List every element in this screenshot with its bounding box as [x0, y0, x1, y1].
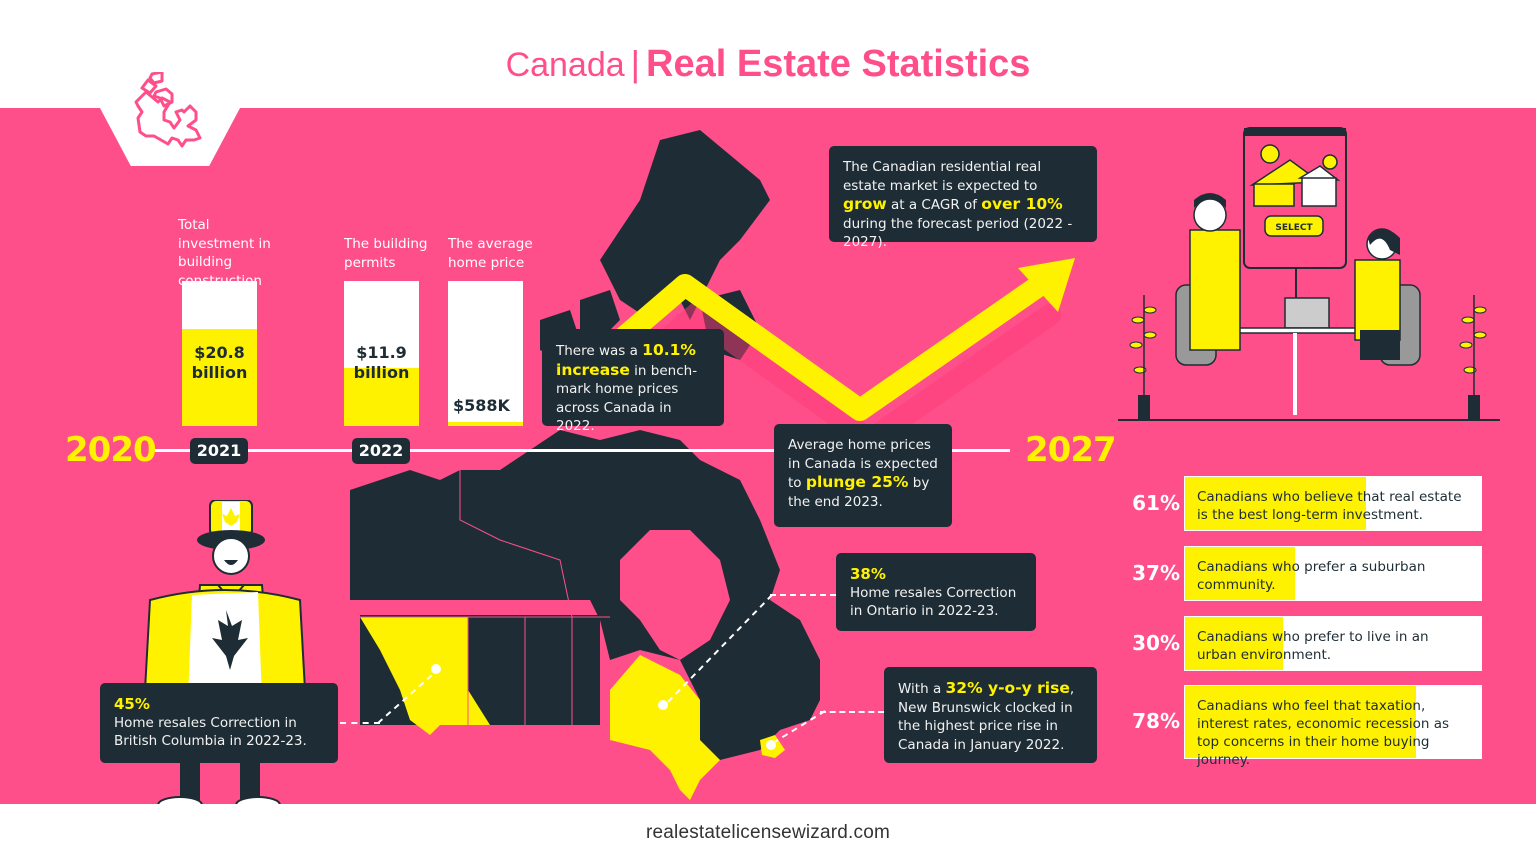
timeline-tag-2022: 2022 [352, 438, 410, 464]
connector-bc-diag [377, 667, 441, 724]
bc-marker [431, 664, 441, 674]
connector-new-brunswick [820, 711, 884, 713]
connector-nb-diag [772, 710, 826, 744]
stat-bar: Canadians who prefer to live in an urban… [1184, 616, 1482, 671]
title-main: Real Estate Statistics [646, 43, 1031, 85]
callout-new-brunswick: With a 32% y-o-y rise, New Brunswick clo… [884, 667, 1097, 763]
stat-percent: 61% [1132, 491, 1180, 515]
timeline-start-year: 2020 [65, 430, 157, 470]
callout-british-columbia: 45% Home resales Correction in British Co… [100, 683, 338, 763]
stat-row-suburban: 37% Canadians who prefer a suburban comm… [1120, 546, 1485, 602]
callout-ontario: 38% Home resales Correction in Ontario in… [836, 553, 1036, 631]
stat-row-concerns: 78% Canadians who feel that taxation, in… [1120, 685, 1485, 768]
stat-text: Canadians who feel that taxation, intere… [1197, 698, 1450, 768]
stat-bar-fill [1185, 686, 1416, 758]
stat-text: Canadians who believe that real estate i… [1197, 489, 1462, 523]
stat-percent: 37% [1132, 561, 1180, 585]
stat-bar-fill [1185, 477, 1366, 530]
bar-value: $588K [453, 396, 510, 415]
stat-percent: 78% [1132, 709, 1180, 733]
callout-cagr: The Canadian residential real estate mar… [829, 146, 1097, 250]
stat-row-urban: 30% Canadians who prefer to live in an u… [1120, 616, 1485, 672]
bar-investment: $20.8 billion [182, 281, 257, 426]
bar-fill [344, 368, 419, 426]
canada-map [350, 130, 820, 800]
connector-bc [340, 722, 380, 724]
stat-bar: Canadians who believe that real estate i… [1184, 476, 1482, 531]
timeline-tag-2021: 2021 [190, 438, 248, 464]
bar-fill [182, 328, 257, 426]
agent-meeting-illustration: SELECT [1118, 127, 1500, 421]
bar-value: $11.9 billion [353, 343, 410, 382]
bar-home-price: $588K [448, 281, 523, 426]
canadian-fan-illustration [143, 500, 307, 814]
stat-bar-fill [1185, 617, 1283, 670]
stat-text: Canadians who prefer a suburban communit… [1197, 559, 1426, 593]
page-title: Canada | Real Estate Statistics [0, 40, 1536, 89]
callout-increase: There was a 10.1% increase in bench-mark… [542, 329, 724, 434]
timeline-line [155, 449, 1010, 452]
canada-map-icon [134, 72, 202, 148]
title-country: Canada [505, 46, 625, 84]
stat-bar-fill [1185, 547, 1295, 600]
bar-fill [448, 421, 523, 426]
footer-site-link[interactable]: realestatelicensewizard.com [0, 804, 1536, 864]
bar-permits: $11.9 billion [344, 281, 419, 426]
stat-text: Canadians who prefer to live in an urban… [1197, 629, 1429, 663]
stat-bar: Canadians who prefer a suburban communit… [1184, 546, 1482, 601]
bar-value: $20.8 billion [191, 343, 248, 382]
connector-ontario [770, 594, 836, 596]
stat-bar: Canadians who feel that taxation, intere… [1184, 685, 1482, 768]
callout-plunge: Average home prices in Canada is expecte… [774, 424, 952, 527]
bar-label-permits: The building permits [344, 236, 428, 271]
select-button-illustration: SELECT [1275, 223, 1313, 233]
stat-percent: 30% [1132, 631, 1180, 655]
bar-label-investment: Total investment in building constructio… [178, 217, 271, 289]
bar-label-home-price: The average home price [448, 236, 533, 271]
stat-row-long-term-investment: 61% Canadians who believe that real esta… [1120, 476, 1485, 532]
new-brunswick-marker [766, 740, 776, 750]
connector-ontario-diag [664, 594, 773, 706]
timeline-end-year: 2027 [1025, 430, 1117, 470]
title-separator: | [630, 43, 641, 84]
ontario-marker [658, 700, 668, 710]
